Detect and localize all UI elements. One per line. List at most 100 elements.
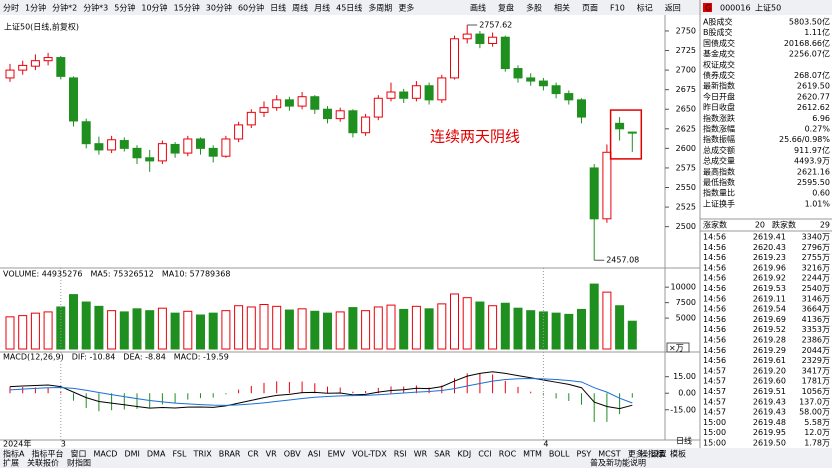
y-tick-label: 2525 bbox=[676, 203, 696, 212]
toolbar-item[interactable]: 5分钟 bbox=[114, 3, 135, 13]
toolbar-item[interactable]: 返回 bbox=[665, 4, 681, 13]
candle-body bbox=[183, 138, 193, 154]
toolbar-item[interactable]: F10 bbox=[610, 4, 625, 13]
indicator-tab[interactable]: 操指标 bbox=[640, 449, 664, 459]
indicator-tab[interactable]: DMI bbox=[124, 450, 139, 459]
toolbar-item[interactable]: 月线 bbox=[314, 3, 330, 13]
candle-body bbox=[615, 122, 625, 130]
candle-body bbox=[196, 138, 205, 149]
quote-value: 2621.16 bbox=[797, 167, 830, 176]
tick-time: 14:56 bbox=[703, 253, 726, 262]
volume-bar bbox=[196, 314, 205, 350]
indicator-tab[interactable]: 设置 bbox=[651, 449, 667, 459]
tick-price: 2619.29 bbox=[753, 346, 786, 355]
indicator-tab[interactable]: DMA bbox=[147, 450, 166, 459]
macd-header: MACD(12,26,9) bbox=[3, 353, 64, 362]
tick-price: 2619.53 bbox=[753, 284, 786, 293]
indicator-tab[interactable]: SAR bbox=[434, 450, 451, 459]
indicator-tab[interactable]: CR bbox=[248, 450, 260, 459]
tick-price: 2619.96 bbox=[753, 263, 786, 272]
volume-bar bbox=[259, 303, 269, 350]
toolbar-item[interactable]: 60分钟 bbox=[238, 3, 264, 13]
indicator-tab[interactable]: KDJ bbox=[457, 450, 471, 459]
bottom-tab[interactable]: 关联报价 bbox=[27, 458, 59, 468]
quote-label: 昨日收盘 bbox=[703, 102, 735, 112]
candle-body bbox=[221, 138, 231, 157]
toolbar-item[interactable]: 更多 bbox=[398, 3, 414, 13]
indicator-tab[interactable]: MCST bbox=[598, 450, 621, 459]
bottom-tab[interactable]: 扩展 bbox=[3, 458, 19, 468]
indicator-tab[interactable]: 更多 bbox=[628, 449, 644, 459]
volume-bar bbox=[297, 308, 307, 350]
toolbar-item[interactable]: 10分钟 bbox=[141, 3, 167, 13]
candle-body bbox=[437, 77, 447, 101]
quote-label: 指数涨跌 bbox=[703, 113, 735, 123]
toolbar-item[interactable]: 分钟*3 bbox=[83, 3, 108, 13]
advance: 20 bbox=[755, 221, 765, 230]
x-tick-label: 2024年 bbox=[3, 439, 31, 449]
indicator-tab[interactable]: 窗口 bbox=[70, 449, 86, 459]
tick-volume: 2755万 bbox=[802, 253, 830, 262]
toolbar-item[interactable]: 分钟*2 bbox=[52, 3, 77, 13]
indicator-tab[interactable]: ASI bbox=[308, 450, 321, 459]
volume-bar bbox=[107, 310, 117, 350]
toolbar-item[interactable]: 周线 bbox=[292, 3, 308, 13]
indicator-tab[interactable]: RSI bbox=[394, 450, 407, 459]
toolbar-item[interactable]: 页面 bbox=[582, 4, 598, 13]
indicator-tab[interactable]: 模板 bbox=[670, 449, 686, 459]
indicator-tab[interactable]: OBV bbox=[284, 450, 302, 459]
indicator-tab[interactable]: ROC bbox=[499, 450, 517, 459]
toolbar-item[interactable]: 1分钟 bbox=[25, 3, 46, 13]
quote-value: 2612.62 bbox=[797, 103, 830, 112]
period-label: 日线 bbox=[676, 436, 692, 446]
toolbar-item[interactable]: 多周期 bbox=[368, 3, 392, 13]
toolbar-item[interactable]: 分时 bbox=[3, 3, 19, 13]
tick-volume: 2796万 bbox=[802, 243, 830, 252]
indicator-tab[interactable]: MTM bbox=[523, 450, 542, 459]
indicator-tab[interactable]: 指标平台 bbox=[31, 449, 63, 459]
bottom-tab[interactable]: 财指图 bbox=[67, 458, 91, 468]
tick-volume: 2244万 bbox=[802, 274, 830, 283]
toolbar-item[interactable]: 复盘 bbox=[498, 3, 514, 13]
indicator-tab[interactable]: FSL bbox=[172, 450, 187, 459]
tick-price: 2619.61 bbox=[753, 356, 786, 365]
quote-label: 今日开盘 bbox=[703, 91, 735, 101]
volume-bar bbox=[5, 316, 15, 350]
bottom-right[interactable]: 普及新功能说明 bbox=[590, 458, 646, 468]
toolbar-item[interactable]: 45日线 bbox=[336, 3, 362, 13]
volume-header: MA10: 57789368 bbox=[162, 270, 231, 279]
indicator-tab[interactable]: TRIX bbox=[192, 450, 212, 459]
volume-bar bbox=[310, 310, 320, 350]
indicator-tab[interactable]: VOL-TDX bbox=[352, 450, 387, 459]
volume-bar bbox=[30, 312, 40, 350]
indicator-tab[interactable]: EMV bbox=[328, 450, 346, 459]
code: 000016 bbox=[720, 4, 751, 13]
macd-line bbox=[9, 371, 633, 410]
volume-bar bbox=[602, 291, 612, 350]
tick-price: 2619.43 bbox=[753, 397, 786, 406]
indicator-tab[interactable]: VR bbox=[266, 450, 277, 459]
indicator-tab[interactable]: MACD bbox=[93, 450, 117, 459]
toolbar-item[interactable]: 画线 bbox=[470, 3, 486, 13]
indicator-tab[interactable]: BRAR bbox=[219, 450, 241, 459]
indicator-tab[interactable]: BOLL bbox=[549, 450, 570, 459]
candle-body bbox=[538, 80, 548, 87]
tick-time: 14:56 bbox=[703, 315, 726, 324]
toolbar-item[interactable]: 标记 bbox=[637, 3, 653, 13]
candle-body bbox=[526, 77, 536, 82]
toolbar-item[interactable]: 相关 bbox=[554, 3, 570, 13]
toolbar-item[interactable]: 15分钟 bbox=[174, 3, 200, 13]
toolbar-item[interactable]: 日线 bbox=[270, 3, 286, 13]
toolbar-item[interactable]: 多股 bbox=[526, 3, 542, 13]
quote-value: 0.27% bbox=[805, 125, 831, 134]
volume-bar bbox=[361, 310, 371, 350]
indicator-tab[interactable]: CCI bbox=[478, 450, 492, 459]
indicator-tab[interactable]: PSY bbox=[576, 450, 591, 459]
tick-volume: 3664万 bbox=[802, 305, 830, 314]
toolbar-item[interactable]: 30分钟 bbox=[206, 3, 232, 13]
market: G bbox=[705, 4, 711, 13]
indicator-tab[interactable]: WR bbox=[414, 450, 428, 459]
indicator-tab[interactable]: 指标A bbox=[3, 449, 25, 459]
quote-label: 指数量比 bbox=[703, 188, 735, 198]
